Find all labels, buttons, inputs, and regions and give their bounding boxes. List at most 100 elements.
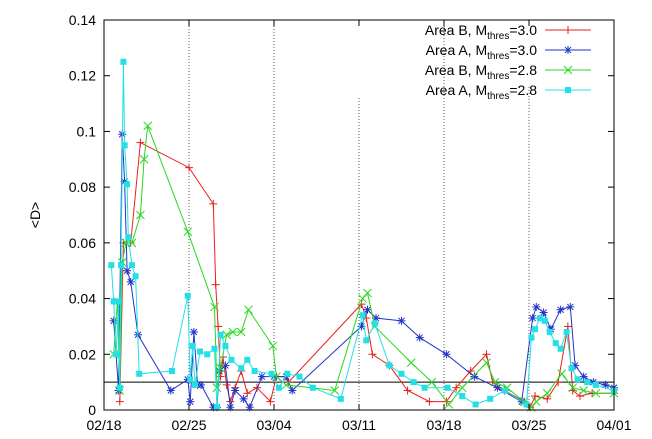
- data-point: [397, 316, 406, 325]
- data-point: [268, 341, 278, 351]
- data-point: [564, 46, 572, 54]
- data-point: [406, 358, 416, 367]
- y-tick-label: 0.12: [69, 68, 96, 84]
- data-point: [120, 58, 127, 65]
- data-point: [542, 388, 552, 398]
- data-point: [566, 302, 575, 311]
- data-point: [371, 320, 378, 327]
- data-point: [552, 340, 559, 347]
- data-point: [209, 199, 218, 208]
- x-tick-label: 03/25: [511, 417, 546, 433]
- data-point: [444, 384, 451, 391]
- data-point: [222, 330, 231, 340]
- data-point: [487, 395, 494, 402]
- data-point: [368, 350, 377, 359]
- y-tick-label: 0: [88, 402, 96, 418]
- data-point: [118, 262, 124, 269]
- data-point: [136, 370, 143, 377]
- data-point: [330, 386, 340, 395]
- data-point: [192, 381, 199, 388]
- data-point: [579, 372, 588, 381]
- data-point: [212, 383, 222, 393]
- data-point: [275, 384, 282, 391]
- data-point: [132, 273, 139, 280]
- data-point: [243, 389, 252, 398]
- data-point: [427, 377, 437, 387]
- legend-label: Area A, Mthres=3.0: [426, 42, 538, 62]
- data-point: [221, 361, 230, 370]
- data-point: [523, 401, 530, 408]
- data-point: [425, 397, 434, 406]
- data-point: [591, 388, 601, 398]
- data-point: [398, 370, 405, 377]
- data-point: [574, 376, 581, 383]
- data-point: [536, 315, 543, 322]
- x-tick-label: 02/25: [171, 417, 206, 433]
- data-point: [557, 369, 567, 379]
- data-point: [415, 333, 424, 342]
- data-point: [116, 384, 123, 391]
- data-point: [268, 370, 275, 377]
- y-axis-label: <D>: [27, 202, 43, 228]
- data-point: [528, 314, 537, 323]
- data-point: [541, 317, 548, 324]
- data-point: [187, 376, 194, 383]
- data-point: [472, 401, 479, 408]
- data-point: [228, 356, 235, 363]
- data-point: [490, 377, 500, 387]
- data-point: [576, 392, 584, 401]
- data-point: [216, 372, 225, 381]
- data-point: [222, 342, 229, 349]
- data-point: [115, 397, 124, 406]
- legend-label: Area B, Mthres=3.0: [425, 22, 537, 42]
- data-point: [185, 163, 193, 172]
- x-tick-label: 03/18: [426, 417, 461, 433]
- data-point: [482, 350, 491, 359]
- data-point: [563, 329, 570, 335]
- y-tick-label: 0.14: [69, 12, 96, 28]
- data-point: [238, 365, 245, 372]
- x-tick-label: 03/04: [256, 417, 291, 433]
- data-point: [236, 327, 246, 337]
- data-point: [124, 181, 131, 188]
- data-point: [296, 373, 303, 380]
- data-point: [228, 327, 238, 337]
- y-tick-label: 0.1: [77, 123, 97, 139]
- data-point: [363, 288, 372, 298]
- y-tick-label: 0.08: [69, 179, 96, 195]
- data-point: [126, 277, 135, 286]
- data-point: [359, 312, 366, 319]
- y-tick-label: 0.04: [69, 291, 96, 307]
- data-point: [183, 227, 193, 237]
- data-point: [143, 121, 153, 131]
- data-point: [556, 305, 565, 314]
- x-tick-label: 03/11: [342, 417, 376, 433]
- data-point: [244, 356, 251, 363]
- data-point: [211, 280, 220, 289]
- data-point: [442, 350, 451, 359]
- data-point: [528, 334, 535, 341]
- data-point: [204, 351, 211, 358]
- data-point: [358, 294, 367, 303]
- data-point: [251, 368, 258, 374]
- y-tick-label: 0.02: [69, 346, 96, 362]
- data-point: [136, 210, 145, 220]
- data-point: [189, 328, 198, 336]
- data-point: [239, 394, 248, 403]
- data-point: [217, 331, 224, 338]
- data-point: [166, 386, 175, 395]
- data-point: [136, 138, 145, 147]
- data-point: [211, 345, 218, 352]
- data-point: [584, 379, 591, 386]
- data-point: [493, 383, 502, 392]
- data-point: [284, 370, 291, 377]
- data-point: [231, 386, 240, 395]
- data-point: [457, 383, 467, 393]
- legend-entry: Area A, Mthres=2.8: [426, 82, 591, 102]
- data-point: [213, 404, 220, 411]
- axis-ticks-layer: 02/18 02/25 03/04 03/11 03/18 03/25 04/01 0 0.02…: [69, 12, 632, 433]
- data-point: [184, 292, 191, 299]
- data-point: [482, 358, 491, 367]
- legend-entry: Area B, Mthres=2.8: [425, 62, 591, 82]
